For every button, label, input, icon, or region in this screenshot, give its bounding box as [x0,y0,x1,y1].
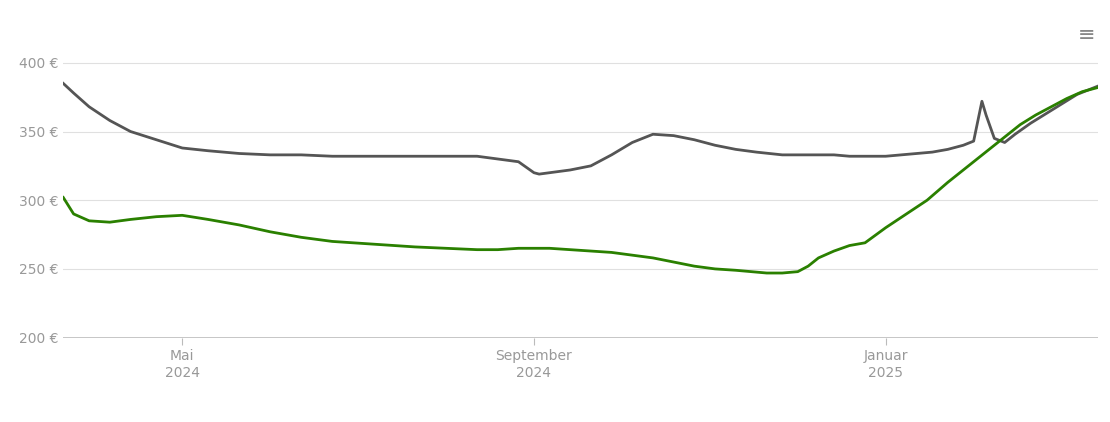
Line: lose Ware: lose Ware [63,87,1098,273]
Sackware [440,154,453,159]
Line: Sackware: Sackware [63,84,1098,174]
Sackware [957,143,970,148]
Sackware [1091,84,1104,89]
Sackware [1008,132,1021,137]
lose Ware [325,239,339,244]
Text: ≡: ≡ [1078,25,1096,45]
lose Ware [57,195,70,200]
Sackware [801,152,815,157]
lose Ware [1091,85,1104,90]
Sackware [533,172,546,177]
Sackware [57,81,70,86]
lose Ware [491,247,504,252]
Sackware [842,154,856,159]
lose Ware [858,240,871,245]
lose Ware [760,271,774,276]
lose Ware [471,247,484,252]
lose Ware [1076,89,1089,94]
Sackware [776,152,789,157]
lose Ware [811,255,825,260]
